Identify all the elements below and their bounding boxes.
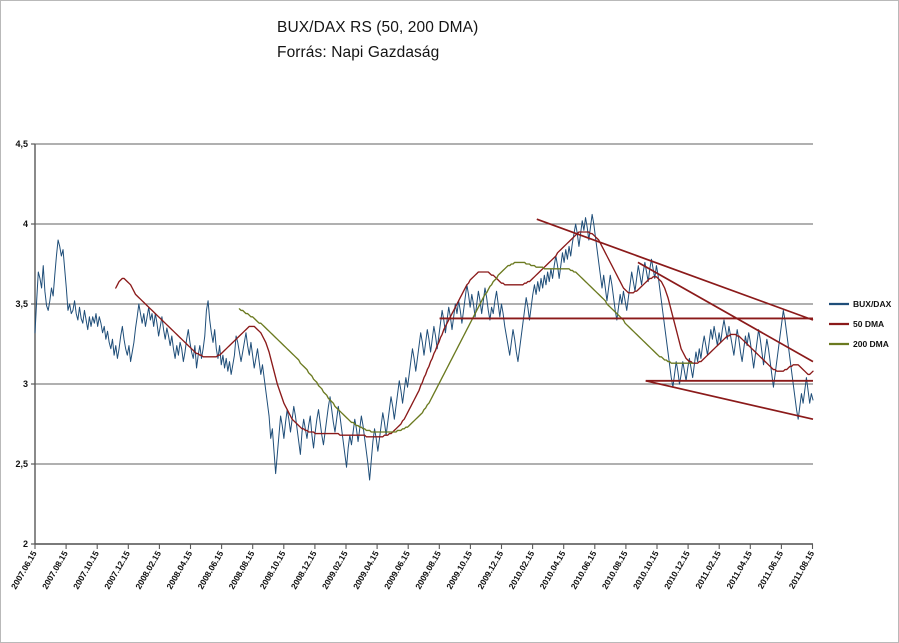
x-tick-label-2008.04.15: 2008.04.15 (164, 549, 194, 591)
x-tick-label-2009.06.15: 2009.06.15 (382, 549, 412, 591)
y-tick-label-2,5: 2,5 (15, 459, 28, 469)
x-tick-label-2010.10.15: 2010.10.15 (631, 549, 661, 591)
annotation-downtrend-mid (637, 261, 814, 363)
x-tick-label-2009.08.15: 2009.08.15 (413, 549, 443, 591)
page-title: BUX/DAX RS (50, 200 DMA) (277, 19, 479, 36)
x-tick-label-2007.08.15: 2007.08.15 (40, 549, 70, 591)
annotation-downtrend-lower (645, 379, 814, 421)
legend-label-50-dma: 50 DMA (853, 319, 884, 329)
y-tick-label-4,5: 4,5 (15, 139, 28, 149)
x-tick-label-2010.04.15: 2010.04.15 (537, 549, 567, 591)
x-tick-label-2011.08.15: 2011.08.15 (787, 549, 817, 591)
x-tick-label-2008.12.15: 2008.12.15 (289, 549, 319, 591)
series-line-bux-dax (34, 213, 814, 481)
x-tick-label-2008.06.15: 2008.06.15 (195, 549, 225, 591)
series-line-200-dma (238, 261, 694, 433)
x-tick-label-2011.02.15: 2011.02.15 (693, 549, 723, 591)
x-tick-label-2007.06.15: 2007.06.15 (9, 549, 39, 591)
series-line-50-dma (115, 231, 814, 438)
title-block: BUX/DAX RS (50, 200 DMA) Forrás: Napi Ga… (277, 17, 737, 63)
x-tick-label-2009.04.15: 2009.04.15 (351, 549, 381, 591)
x-tick-label-2010.08.15: 2010.08.15 (600, 549, 630, 591)
x-tick-label-2010.12.15: 2010.12.15 (662, 549, 692, 591)
x-tick-label-2009.12.15: 2009.12.15 (475, 549, 505, 591)
chart-subtitle: Forrás: Napi Gazdaság (277, 44, 440, 61)
y-tick-label-3,5: 3,5 (15, 299, 28, 309)
x-tick-label-2011.04.15: 2011.04.15 (724, 549, 754, 591)
x-tick-label-2007.10.15: 2007.10.15 (71, 549, 101, 591)
x-tick-label-2007.12.15: 2007.12.15 (102, 549, 132, 591)
x-tick-label-2008.08.15: 2008.08.15 (226, 549, 256, 591)
x-tick-label-2010.02.15: 2010.02.15 (506, 549, 536, 591)
legend-label-bux-dax: BUX/DAX (853, 299, 892, 309)
legend-label-200-dma: 200 DMA (853, 339, 889, 349)
x-tick-label-2009.02.15: 2009.02.15 (320, 549, 350, 591)
x-tick-label-2010.06.15: 2010.06.15 (569, 549, 599, 591)
y-tick-label-2: 2 (23, 539, 28, 549)
annotation-downtrend-upper (536, 218, 814, 321)
x-tick-label-2008.02.15: 2008.02.15 (133, 549, 163, 591)
x-tick-label-2008.10.15: 2008.10.15 (258, 549, 288, 591)
y-tick-label-4: 4 (23, 219, 28, 229)
x-tick-label-2011.06.15: 2011.06.15 (755, 549, 785, 591)
y-tick-label-3: 3 (23, 379, 28, 389)
x-tick-label-2009.10.15: 2009.10.15 (444, 549, 474, 591)
